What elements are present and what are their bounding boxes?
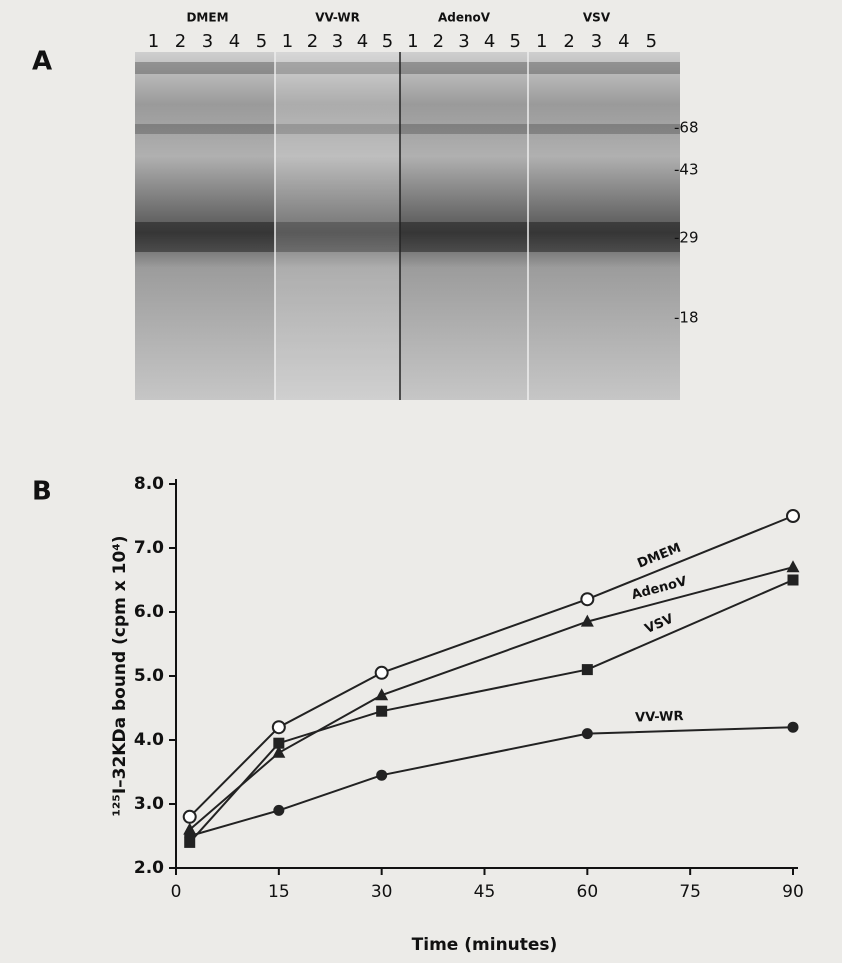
gel-band [135,62,680,74]
mw-marker: -43 [674,161,699,179]
lane-number: 2 [175,31,186,52]
mw-marker: -68 [674,119,699,137]
lane-number: 1 [282,31,293,52]
y-tick-label: 6.0 [134,602,164,622]
marker [182,809,197,824]
lane-group-label: AdenoV [438,11,491,25]
lane-number: 1 [536,31,547,52]
marker [787,721,799,733]
lane-number: 5 [382,31,393,52]
series-label: VV-WR [635,709,684,725]
marker [272,745,286,758]
x-tick-label: 30 [371,882,393,902]
lane-number: 4 [357,31,368,52]
y-tick-label: 4.0 [134,730,164,750]
lane-group-label: DMEM [186,11,228,25]
marker [374,665,389,680]
lane-number: 3 [458,31,469,52]
series-line [189,566,794,831]
lane-number: 3 [332,31,343,52]
marker [580,614,594,627]
y-axis-label: ¹²⁵I–32KDa bound (cpm x 10⁴) [110,535,130,816]
panel-label: A [32,47,52,77]
y-tick-label: 2.0 [134,858,164,878]
x-tick-label: 90 [782,882,804,902]
series-label: DMEM [635,541,683,572]
lane-group-label: VSV [583,11,611,25]
lane-number: 1 [407,31,418,52]
y-tick-label: 8.0 [134,474,164,494]
marker [581,728,593,740]
lane-number: 3 [591,31,602,52]
lane-number: 5 [646,31,657,52]
marker [375,688,389,701]
lane-number: 4 [618,31,629,52]
x-tick-label: 0 [171,882,182,902]
lane-number: 2 [433,31,444,52]
panel-label: B [32,477,52,507]
x-tick-label: 75 [679,882,701,902]
marker [376,705,388,717]
lane-number: 5 [509,31,520,52]
series-line [189,515,794,818]
x-tick-label: 60 [577,882,599,902]
lane-number: 4 [229,31,240,52]
gel-image [135,52,680,400]
marker [786,509,800,523]
mw-marker: -18 [674,309,699,327]
y-tick-label: 7.0 [134,538,164,558]
marker [581,664,593,676]
mw-marker: -29 [674,229,699,247]
lane-number: 1 [148,31,159,52]
x-tick-label: 45 [474,882,496,902]
lane-number: 5 [256,31,267,52]
gel-band [135,124,680,134]
marker [786,560,800,573]
lane-number: 4 [484,31,495,52]
y-tick-label: 5.0 [134,666,164,686]
lane-group-label: VV-WR [315,11,360,25]
marker [580,592,595,607]
x-axis-label: Time (minutes) [412,935,558,955]
marker [184,830,196,842]
marker [787,574,799,586]
gel-band [135,222,680,252]
marker [376,769,388,781]
marker [271,720,286,735]
marker [273,737,285,749]
lane-number: 3 [202,31,213,52]
y-tick-label: 3.0 [134,794,164,814]
series-line [188,579,794,844]
lane-number: 2 [307,31,318,52]
marker [273,804,285,816]
gel-panel: A [32,47,680,400]
gel-lane-group [275,52,400,400]
marker [184,836,196,848]
lane-number: 2 [563,31,574,52]
x-tick-label: 15 [268,882,290,902]
